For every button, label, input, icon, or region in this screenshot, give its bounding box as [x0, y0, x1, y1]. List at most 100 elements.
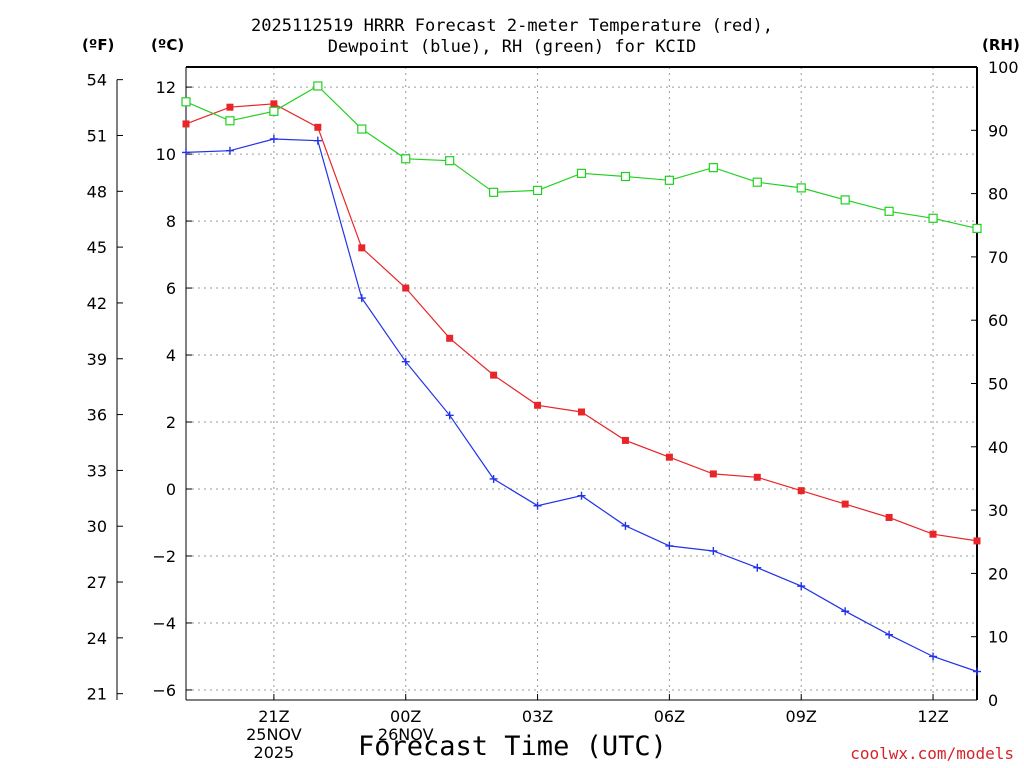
fahrenheit-tick-label: 45 [87, 238, 107, 257]
temperature-point [314, 123, 322, 131]
rh-tick-label: 60 [988, 311, 1008, 330]
celsius-tick-label: 8 [166, 212, 176, 231]
rh-unit-label: (RH) [982, 36, 1020, 54]
rh-point [972, 223, 982, 234]
celsius-tick-label: 10 [156, 145, 176, 164]
celsius-tick-label: −2 [152, 547, 176, 566]
celsius-tick-label: 4 [166, 346, 176, 365]
rh-point [752, 177, 762, 187]
fahrenheit-tick-label: 48 [87, 182, 107, 201]
x-tick-label: 25NOV [246, 725, 302, 744]
dewpoint-point [182, 148, 190, 157]
rh-tick-label: 50 [988, 375, 1008, 394]
fahrenheit-tick-label: 21 [87, 685, 107, 704]
x-tick-label: 2025 [254, 743, 295, 762]
rh-point [928, 213, 938, 223]
credit-link[interactable]: coolwx.com/models [850, 744, 1014, 763]
temperature-point [841, 500, 849, 508]
celsius-tick-label: 12 [156, 78, 176, 97]
fahrenheit-tick-label: 27 [87, 573, 107, 592]
fahrenheit-tick-label: 51 [87, 126, 107, 145]
dewpoint-point [445, 411, 454, 420]
temperature-point [753, 473, 761, 481]
rh-point [489, 187, 499, 197]
temperature-point [182, 120, 190, 128]
fahrenheit-tick-label: 54 [87, 71, 107, 90]
dewpoint-point [489, 474, 498, 483]
x-tick-label: 12Z [917, 707, 948, 726]
dewpoint-point [709, 546, 718, 555]
rh-tick-label: 10 [988, 628, 1008, 647]
dewpoint-point [269, 135, 278, 144]
temperature-point [534, 401, 542, 409]
rh-point [796, 183, 806, 193]
celsius-tick-label: −6 [152, 681, 176, 700]
x-tick-label: 06Z [654, 707, 685, 726]
temperature-point [578, 408, 585, 416]
rh-point [664, 175, 674, 185]
dewpoint-point [885, 630, 894, 639]
dewpoint-point [225, 146, 234, 155]
rh-point [269, 106, 279, 116]
rh-tick-label: 70 [988, 248, 1008, 267]
x-tick-label: 03Z [522, 707, 553, 726]
fahrenheit-tick-label: 33 [87, 461, 107, 480]
rh-tick-label: 100 [988, 58, 1019, 77]
rh-tick-label: 80 [988, 185, 1008, 204]
rh-point [840, 195, 850, 205]
chart-title-line-2: Dewpoint (blue), RH (green) for KCID [327, 37, 697, 57]
temperature-point [709, 470, 717, 478]
fahrenheit-tick-label: 39 [87, 350, 107, 369]
temperature-point [402, 284, 410, 292]
rh-point [357, 124, 367, 134]
dewpoint-series-line [185, 138, 978, 673]
celsius-tick-label: 2 [166, 413, 176, 432]
dewpoint-point [841, 607, 850, 616]
temperature-point [270, 100, 278, 108]
rh-point [181, 97, 191, 107]
dewpoint-point [357, 294, 366, 303]
x-tick-label: 26NOV [378, 725, 434, 744]
fahrenheit-tick-label: 24 [87, 629, 107, 648]
x-tick-label: 00Z [390, 707, 421, 726]
rh-point [445, 156, 455, 166]
x-tick-label: 09Z [786, 707, 817, 726]
temperature-point [446, 334, 454, 342]
dewpoint-point [665, 541, 674, 550]
fahrenheit-tick-label: 36 [87, 406, 107, 425]
rh-tick-label: 20 [988, 564, 1008, 583]
dewpoint-point [313, 136, 322, 145]
rh-point [884, 206, 894, 216]
rh-tick-label: 90 [988, 121, 1008, 140]
temperature-point [621, 436, 629, 444]
rh-point [225, 116, 235, 126]
temperature-point [226, 103, 234, 111]
chart-title-line-1: 2025112519 HRRR Forecast 2-meter Tempera… [251, 16, 773, 36]
rh-point [708, 163, 718, 173]
rh-point [532, 185, 543, 196]
celsius-tick-label: −4 [152, 614, 176, 633]
rh-tick-label: 40 [988, 438, 1008, 457]
dewpoint-point [929, 652, 938, 661]
temperature-point [490, 371, 498, 379]
celsius-unit-label: (ºC) [151, 36, 185, 54]
rh-point [401, 154, 411, 164]
rh-point [313, 81, 323, 91]
rh-point [620, 171, 631, 182]
celsius-tick-label: 6 [166, 279, 176, 298]
rh-tick-label: 30 [988, 501, 1008, 520]
dewpoint-point [621, 521, 630, 530]
fahrenheit-tick-label: 42 [87, 294, 107, 313]
x-axis-label: Forecast Time (UTC) [358, 731, 667, 762]
temperature-point [929, 530, 937, 538]
fahrenheit-unit-label: (ºF) [82, 36, 115, 54]
dewpoint-point [401, 357, 410, 366]
rh-tick-label: 0 [988, 691, 998, 710]
dewpoint-point [753, 563, 762, 572]
temperature-point [973, 537, 981, 545]
fahrenheit-tick-label: 30 [87, 517, 107, 536]
dewpoint-point [577, 491, 586, 500]
dewpoint-point [533, 501, 542, 510]
temperature-point [665, 453, 673, 461]
temperature-point [885, 513, 893, 521]
